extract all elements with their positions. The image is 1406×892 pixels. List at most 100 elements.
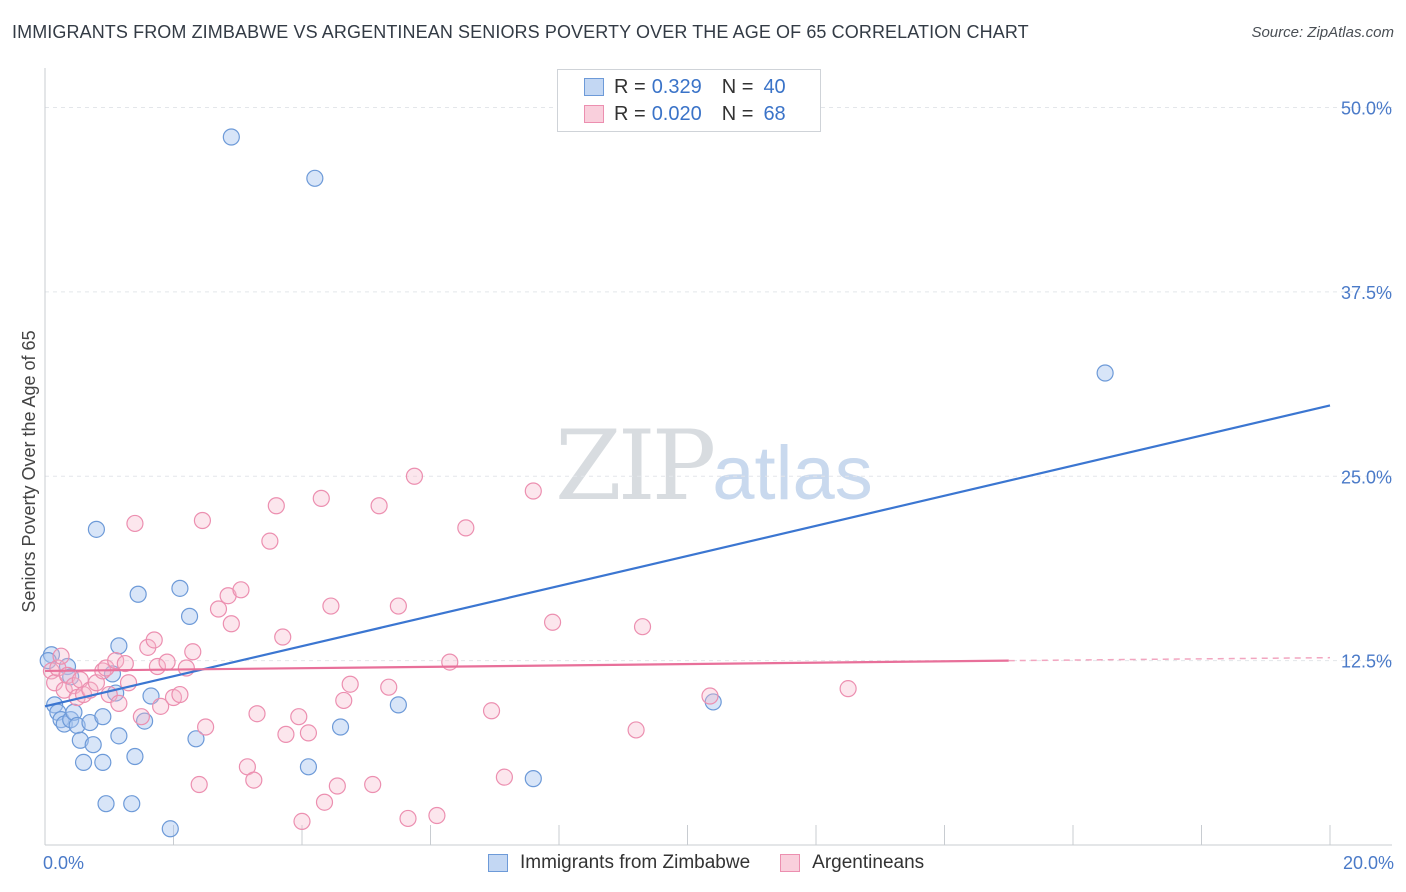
zimbabwe-trendline <box>44 404 1331 708</box>
argentinean-point <box>209 600 228 618</box>
argentinean-point <box>364 775 382 794</box>
trend-layer <box>44 404 1331 708</box>
zimbabwe-point <box>94 753 112 772</box>
y-tick-label: 37.5% <box>1341 283 1392 303</box>
zimbabwe-point <box>187 730 205 748</box>
zimbabwe-point <box>84 736 102 754</box>
legend-n-label: N = <box>721 75 754 98</box>
argentinean-point <box>277 725 295 743</box>
zimbabwe-point <box>123 795 141 813</box>
axes-layer <box>44 68 1392 846</box>
series-legend-argentineans: Argentineans <box>780 852 924 874</box>
zimbabwe-point <box>129 585 147 603</box>
legend-r-label: R = <box>614 102 646 125</box>
legend-n-value: 40 <box>763 75 786 98</box>
legend-row-zimbabwe: R = 0.329 N = 40 <box>584 74 786 100</box>
argentinean-point <box>158 653 176 671</box>
zimbabwe-point <box>1096 364 1114 382</box>
watermark: ZIPatlas <box>555 410 873 522</box>
y-tick-label: 25.0% <box>1341 467 1392 487</box>
argentinean-point <box>839 680 857 698</box>
zimbabwe-point <box>161 820 179 838</box>
y-axis-title: Seniors Poverty Over the Age of 65 <box>19 330 39 612</box>
argentinean-point <box>193 511 212 530</box>
argentinean-point <box>370 497 388 515</box>
chart-title: IMMIGRANTS FROM ZIMBABWE VS ARGENTINEAN … <box>12 22 1029 42</box>
argentinean-point <box>132 708 150 726</box>
zimbabwe-point <box>97 795 115 813</box>
argentinean-point <box>145 631 163 649</box>
argentinean-point <box>116 654 134 673</box>
argentinean-point <box>190 775 208 794</box>
argentinean-point <box>405 467 424 485</box>
argentinean-point <box>312 489 330 507</box>
zimbabwe-point <box>71 731 89 749</box>
zimbabwe-point <box>110 727 128 745</box>
argentinean-point <box>274 628 292 646</box>
legend-n-label: N = <box>721 102 754 125</box>
legend-r-value: 0.329 <box>651 75 702 98</box>
argentinean-point <box>341 675 359 693</box>
argentinean-point <box>543 613 562 631</box>
argentinean-point <box>328 777 346 795</box>
series-legend-label: Immigrants from Zimbabwe <box>520 852 751 873</box>
watermark-atlas: atlas <box>712 431 873 516</box>
argentinean-trendline-extension <box>1008 656 1331 662</box>
argentinean-point <box>299 724 318 742</box>
x-tick-label: 20.0% <box>1343 853 1394 873</box>
series-swatch-pink <box>780 854 801 872</box>
zimbabwe-point <box>74 753 93 772</box>
zimbabwe-point <box>87 520 106 538</box>
zimbabwe-point <box>171 579 189 597</box>
argentinean-point <box>248 705 266 723</box>
argentinean-point <box>627 721 645 739</box>
argentinean-point <box>701 687 719 705</box>
legend-r-label: R = <box>614 75 646 98</box>
argentinean-point <box>197 718 215 736</box>
argentinean-point <box>245 771 263 789</box>
argentinean-point <box>482 702 501 720</box>
argentinean-point <box>389 597 407 615</box>
argentinean-point <box>633 618 652 636</box>
series-swatch-blue <box>488 854 508 872</box>
argentinean-point <box>126 514 144 533</box>
argentinean-point <box>171 685 189 704</box>
argentinean-point <box>495 768 513 786</box>
argentinean-point <box>322 597 340 615</box>
argentinean-point <box>152 697 170 715</box>
series-legend-label: Argentineans <box>812 852 925 873</box>
argentinean-point <box>290 708 308 726</box>
y-tick-label: 12.5% <box>1341 652 1392 672</box>
legend-row-argentineans: R = 0.020 N = 68 <box>584 101 786 127</box>
argentinean-point <box>380 678 398 696</box>
zimbabwe-point <box>222 128 240 146</box>
zimbabwe-point <box>126 747 144 766</box>
argentinean-point <box>399 809 417 828</box>
legend-swatch-blue <box>584 78 604 96</box>
legend-n-value: 68 <box>763 102 786 125</box>
zimbabwe-point <box>180 607 199 625</box>
argentinean-point <box>52 647 70 665</box>
points-layer <box>39 128 1114 838</box>
argentinean-point <box>261 532 279 550</box>
zimbabwe-point <box>331 718 350 736</box>
zimbabwe-point <box>524 770 542 788</box>
argentinean-point <box>315 793 334 811</box>
argentinean-point <box>293 812 311 831</box>
argentinean-point <box>457 519 475 537</box>
zimbabwe-point <box>110 637 128 655</box>
argentinean-point <box>524 482 542 500</box>
source-label: Source: ZipAtlas.com <box>1251 24 1394 41</box>
argentinean-trendline <box>44 659 1009 673</box>
argentinean-point <box>222 615 240 633</box>
argentinean-point <box>107 652 125 670</box>
argentinean-point <box>267 497 285 515</box>
watermark-zip: ZIP <box>555 410 716 522</box>
argentinean-point <box>232 581 250 599</box>
correlation-legend: R = 0.329 N = 40 R = 0.020 N = 68 <box>557 69 821 132</box>
zimbabwe-point <box>299 758 318 776</box>
labels-layer: 12.5% 25.0% 37.5% 50.0% 0.0% 20.0% Seniors Pov… <box>19 99 1394 874</box>
argentinean-point <box>428 806 446 825</box>
argentinean-point <box>110 694 128 713</box>
